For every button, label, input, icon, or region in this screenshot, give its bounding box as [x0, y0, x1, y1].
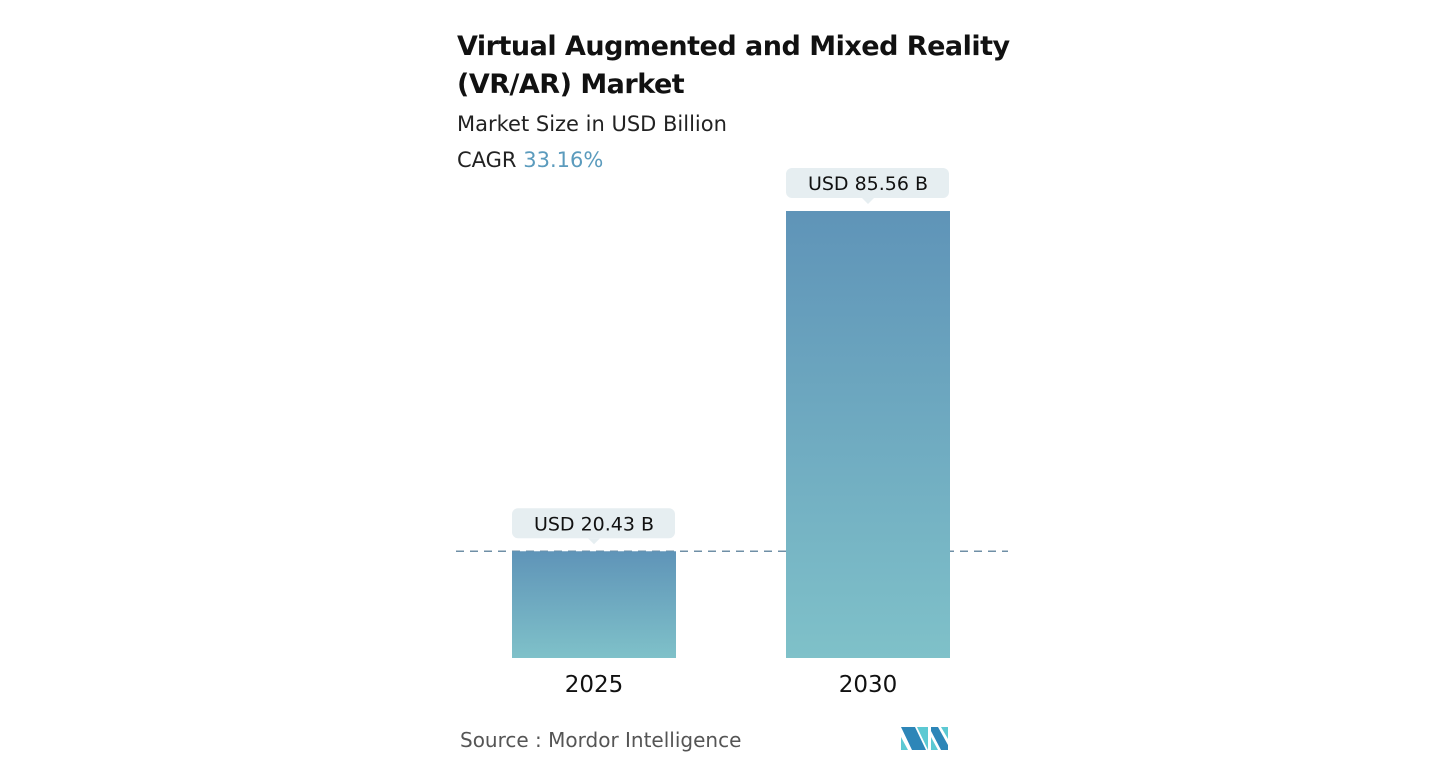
data-label: USD 20.43 B	[534, 513, 654, 535]
data-label: USD 85.56 B	[808, 173, 928, 195]
data-label-pointer	[588, 538, 600, 545]
cagr-label: CAGR	[457, 148, 517, 172]
bar-2025	[512, 551, 676, 658]
data-label-box	[512, 508, 675, 539]
x-tick-label: 2025	[565, 672, 624, 698]
chart-title: Virtual Augmented and Mixed Reality (VR/…	[457, 31, 1010, 100]
cagr-value: 33.16%	[523, 148, 604, 172]
data-label-box	[786, 168, 949, 198]
chart-subtitle: Market Size in USD Billion	[457, 112, 727, 136]
bar-2030	[786, 211, 950, 658]
cagr-text: CAGR 33.16%	[457, 148, 603, 172]
x-tick-label: 2030	[839, 672, 898, 698]
data-label-pointer	[862, 198, 874, 204]
source-text: Source : Mordor Intelligence	[460, 728, 742, 752]
